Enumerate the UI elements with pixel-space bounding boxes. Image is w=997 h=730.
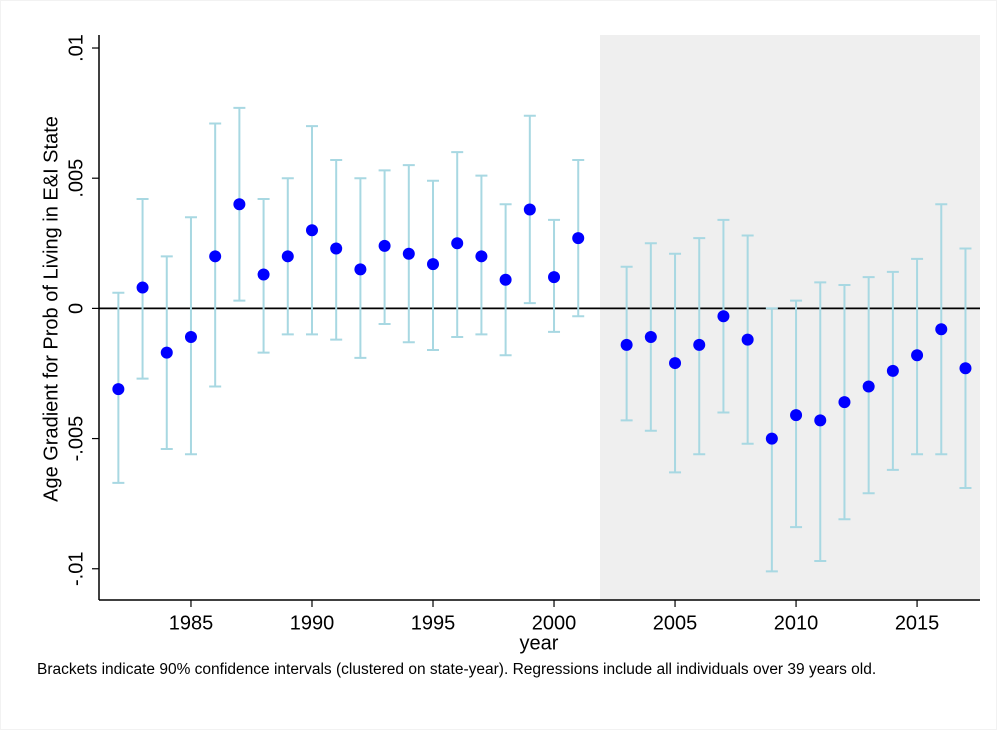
y-tick-label: -.01 xyxy=(65,552,87,586)
point xyxy=(305,224,318,237)
y-tick-label: .005 xyxy=(65,159,87,198)
point xyxy=(378,239,391,252)
x-tick-label: 1990 xyxy=(290,612,335,634)
point xyxy=(184,331,197,344)
point xyxy=(693,338,706,351)
point xyxy=(741,333,754,346)
point xyxy=(209,250,222,263)
point xyxy=(499,273,512,286)
point xyxy=(136,281,149,294)
x-tick-label: 2000 xyxy=(532,612,577,634)
x-tick-label: 2005 xyxy=(653,612,698,634)
point xyxy=(644,331,657,344)
x-tick-label: 2015 xyxy=(895,612,940,634)
y-tick-label: 0 xyxy=(65,303,87,314)
point xyxy=(620,338,633,351)
point xyxy=(886,364,899,377)
x-tick-label: 1995 xyxy=(411,612,456,634)
point xyxy=(402,247,415,260)
point xyxy=(475,250,488,263)
point xyxy=(548,271,561,284)
shaded-region xyxy=(600,35,980,600)
point xyxy=(160,346,173,359)
y-tick-label: .01 xyxy=(65,34,87,62)
x-tick-label: 2010 xyxy=(774,612,819,634)
point xyxy=(257,268,270,281)
y-axis-title: Age Gradient for Prob of Living in E&I S… xyxy=(40,116,62,502)
point xyxy=(814,414,827,427)
point xyxy=(112,383,125,396)
point xyxy=(959,362,972,375)
point xyxy=(233,198,246,211)
x-tick-label: 1985 xyxy=(169,612,214,634)
point xyxy=(935,323,948,336)
point xyxy=(790,409,803,422)
point xyxy=(572,232,585,245)
point xyxy=(838,396,851,409)
point xyxy=(330,242,343,255)
point xyxy=(451,237,464,250)
y-tick-label: -.005 xyxy=(65,416,87,462)
x-axis-title: year xyxy=(520,632,559,654)
point xyxy=(427,258,440,271)
point xyxy=(281,250,294,263)
point xyxy=(669,357,682,370)
point xyxy=(862,380,875,393)
note: Brackets indicate 90% confidence interva… xyxy=(37,661,877,678)
point xyxy=(717,310,730,323)
point xyxy=(911,349,924,362)
point xyxy=(354,263,367,276)
point xyxy=(765,432,778,445)
point xyxy=(523,203,536,216)
